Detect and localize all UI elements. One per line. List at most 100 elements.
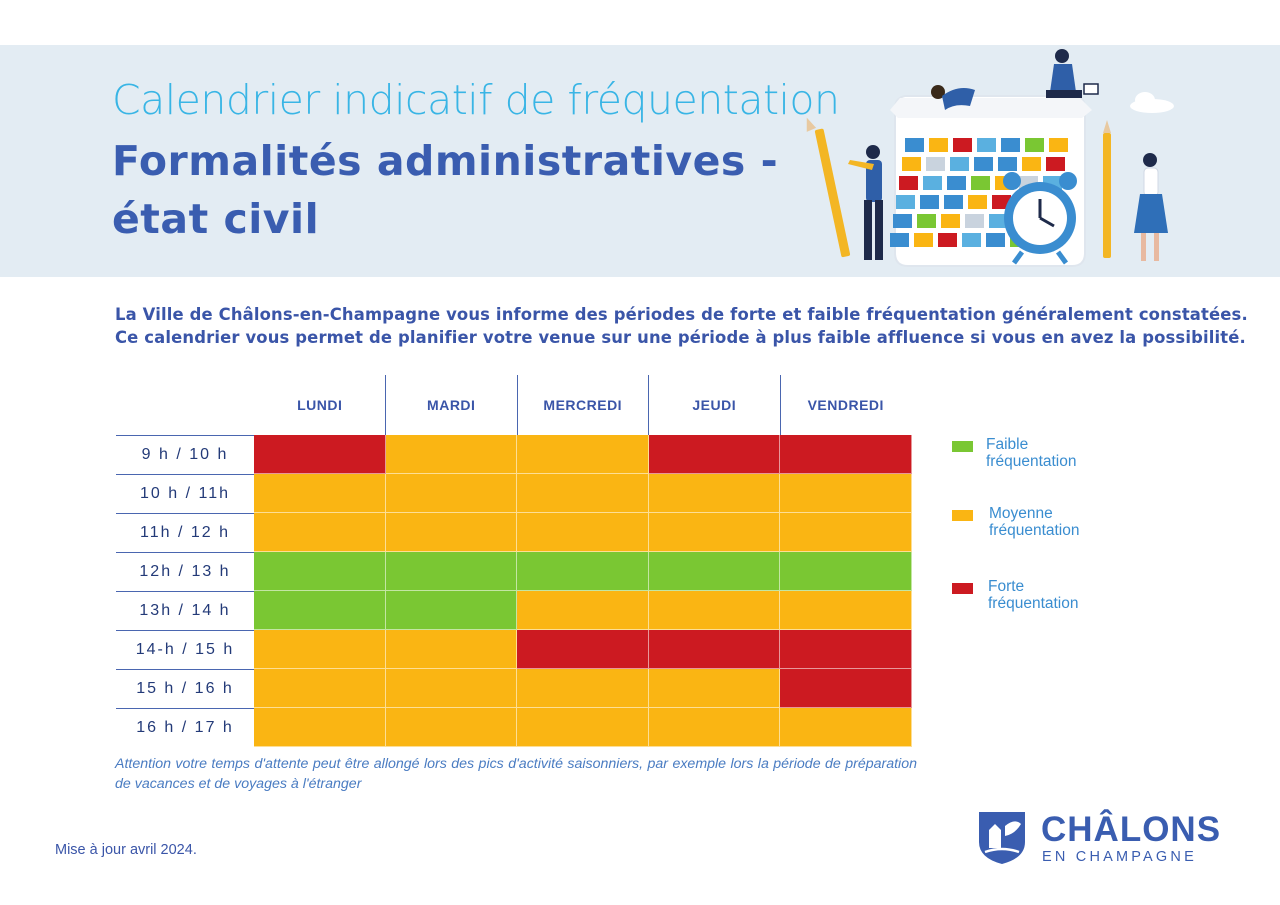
calendar-square — [923, 176, 942, 190]
calendar-square — [1046, 157, 1065, 171]
heatmap-cell-moyenne — [780, 591, 912, 630]
calendar-square — [947, 176, 966, 190]
heatmap-cell-moyenne — [517, 708, 649, 747]
heatmap-cell-moyenne — [254, 630, 386, 669]
heatmap-cell-moyenne — [385, 630, 517, 669]
calendar-square — [944, 195, 963, 209]
heatmap-cell-forte — [648, 630, 780, 669]
legend-swatch-forte — [952, 583, 973, 594]
heatmap-cell-moyenne — [648, 513, 780, 552]
hour-label: 12h / 13 h — [116, 552, 254, 591]
logo-text: CHÂLONS — [1041, 810, 1222, 849]
legend-label-line: fréquentation — [986, 453, 1077, 470]
heatmap-cell-moyenne — [385, 669, 517, 708]
chalons-shield-icon — [979, 812, 1025, 864]
legend-label-line: fréquentation — [988, 595, 1079, 612]
calendar-square — [1025, 138, 1044, 152]
heatmap-cell-moyenne — [385, 474, 517, 513]
heatmap-cell-faible — [254, 591, 386, 630]
calendar-square — [926, 157, 945, 171]
calendar-square — [890, 233, 909, 247]
hour-label: 10 h / 11h — [116, 474, 254, 513]
day-header-jeudi: JEUDI — [692, 397, 737, 413]
heatmap-cell-moyenne — [780, 513, 912, 552]
legend-label-line: Faible — [986, 436, 1029, 453]
calendar-square — [974, 157, 993, 171]
heatmap-cell-forte — [780, 630, 912, 669]
hour-label: 16 h / 17 h — [116, 708, 254, 747]
legend-swatch-moyenne — [952, 510, 973, 521]
heatmap-cell-moyenne — [648, 708, 780, 747]
calendar-square — [971, 176, 990, 190]
heatmap-cell-moyenne — [517, 435, 649, 474]
calendar-square — [998, 157, 1017, 171]
calendar-square — [914, 233, 933, 247]
calendar-square — [968, 195, 987, 209]
header-divider — [517, 375, 518, 435]
heatmap-cell-forte — [780, 435, 912, 474]
header-divider — [648, 375, 649, 435]
day-header-mardi: MARDI — [427, 397, 476, 413]
calendar-square — [929, 138, 948, 152]
legend-label-faible: Faible fréquentation — [986, 436, 1106, 470]
logo-subtext: EN CHAMPAGNE — [1042, 849, 1197, 865]
heatmap-cell-moyenne — [648, 474, 780, 513]
heatmap-cell-moyenne — [517, 513, 649, 552]
heatmap-cell-forte — [254, 435, 386, 474]
calendar-square — [989, 214, 1008, 228]
heatmap-cell-faible — [254, 552, 386, 591]
intro-line-2: Ce calendrier vous permet de planifier v… — [115, 328, 1246, 347]
header-divider — [385, 375, 386, 435]
intro-text: La Ville de Châlons-en-Champagne vous in… — [115, 303, 1248, 349]
calendar-square — [899, 176, 918, 190]
calendar-square — [965, 214, 984, 228]
waiting-time-note: Attention votre temps d'attente peut êtr… — [115, 756, 917, 792]
day-header-lundi: LUNDI — [297, 397, 343, 413]
calendar-square — [893, 214, 912, 228]
heatmap-cell-moyenne — [517, 474, 649, 513]
calendar-square — [902, 157, 921, 171]
calendar-square — [941, 214, 960, 228]
heatmap-cell-faible — [648, 552, 780, 591]
heatmap-cell-faible — [385, 552, 517, 591]
calendar-square — [1001, 138, 1020, 152]
heatmap-cell-moyenne — [780, 708, 912, 747]
heatmap-cell-faible — [517, 552, 649, 591]
page-title-bold: Formalités administratives - état civil — [112, 132, 792, 248]
heatmap-cell-forte — [780, 669, 912, 708]
heatmap-cell-moyenne — [517, 669, 649, 708]
legend-label-forte: Forte fréquentation — [988, 578, 1108, 612]
day-header-vendredi: VENDREDI — [807, 397, 884, 413]
legend-label-line: Moyenne — [989, 505, 1053, 522]
hour-label: 13h / 14 h — [116, 591, 254, 630]
hour-label: 15 h / 16 h — [116, 669, 254, 708]
update-date: Mise à jour avril 2024. — [55, 842, 197, 858]
heatmap-cell-moyenne — [648, 591, 780, 630]
calendar-square — [920, 195, 939, 209]
calendar-square — [950, 157, 969, 171]
calendar-square — [905, 138, 924, 152]
hour-label: 14-h / 15 h — [116, 630, 254, 669]
calendar-square — [896, 195, 915, 209]
intro-line-1: La Ville de Châlons-en-Champagne vous in… — [115, 305, 1248, 324]
heatmap-cell-moyenne — [385, 513, 517, 552]
calendar-square — [962, 233, 981, 247]
hour-label: 11h / 12 h — [116, 513, 254, 552]
calendar-square — [977, 138, 996, 152]
heatmap-cell-moyenne — [254, 669, 386, 708]
hour-label: 9 h / 10 h — [116, 435, 254, 474]
day-header-mercredi: MERCREDI — [543, 397, 623, 413]
calendar-square — [917, 214, 936, 228]
heatmap-cell-forte — [517, 630, 649, 669]
heatmap-cell-moyenne — [385, 435, 517, 474]
heatmap-cell-forte — [648, 435, 780, 474]
heatmap-cell-moyenne — [254, 474, 386, 513]
calendar-square — [986, 233, 1005, 247]
page-title-line2: Formalités administratives - — [112, 137, 779, 185]
calendar-square — [1022, 157, 1041, 171]
calendar-square — [938, 233, 957, 247]
heatmap-cell-moyenne — [254, 708, 386, 747]
calendar-illustration — [806, 49, 1174, 267]
heatmap-cell-moyenne — [648, 669, 780, 708]
header-divider — [780, 375, 781, 435]
